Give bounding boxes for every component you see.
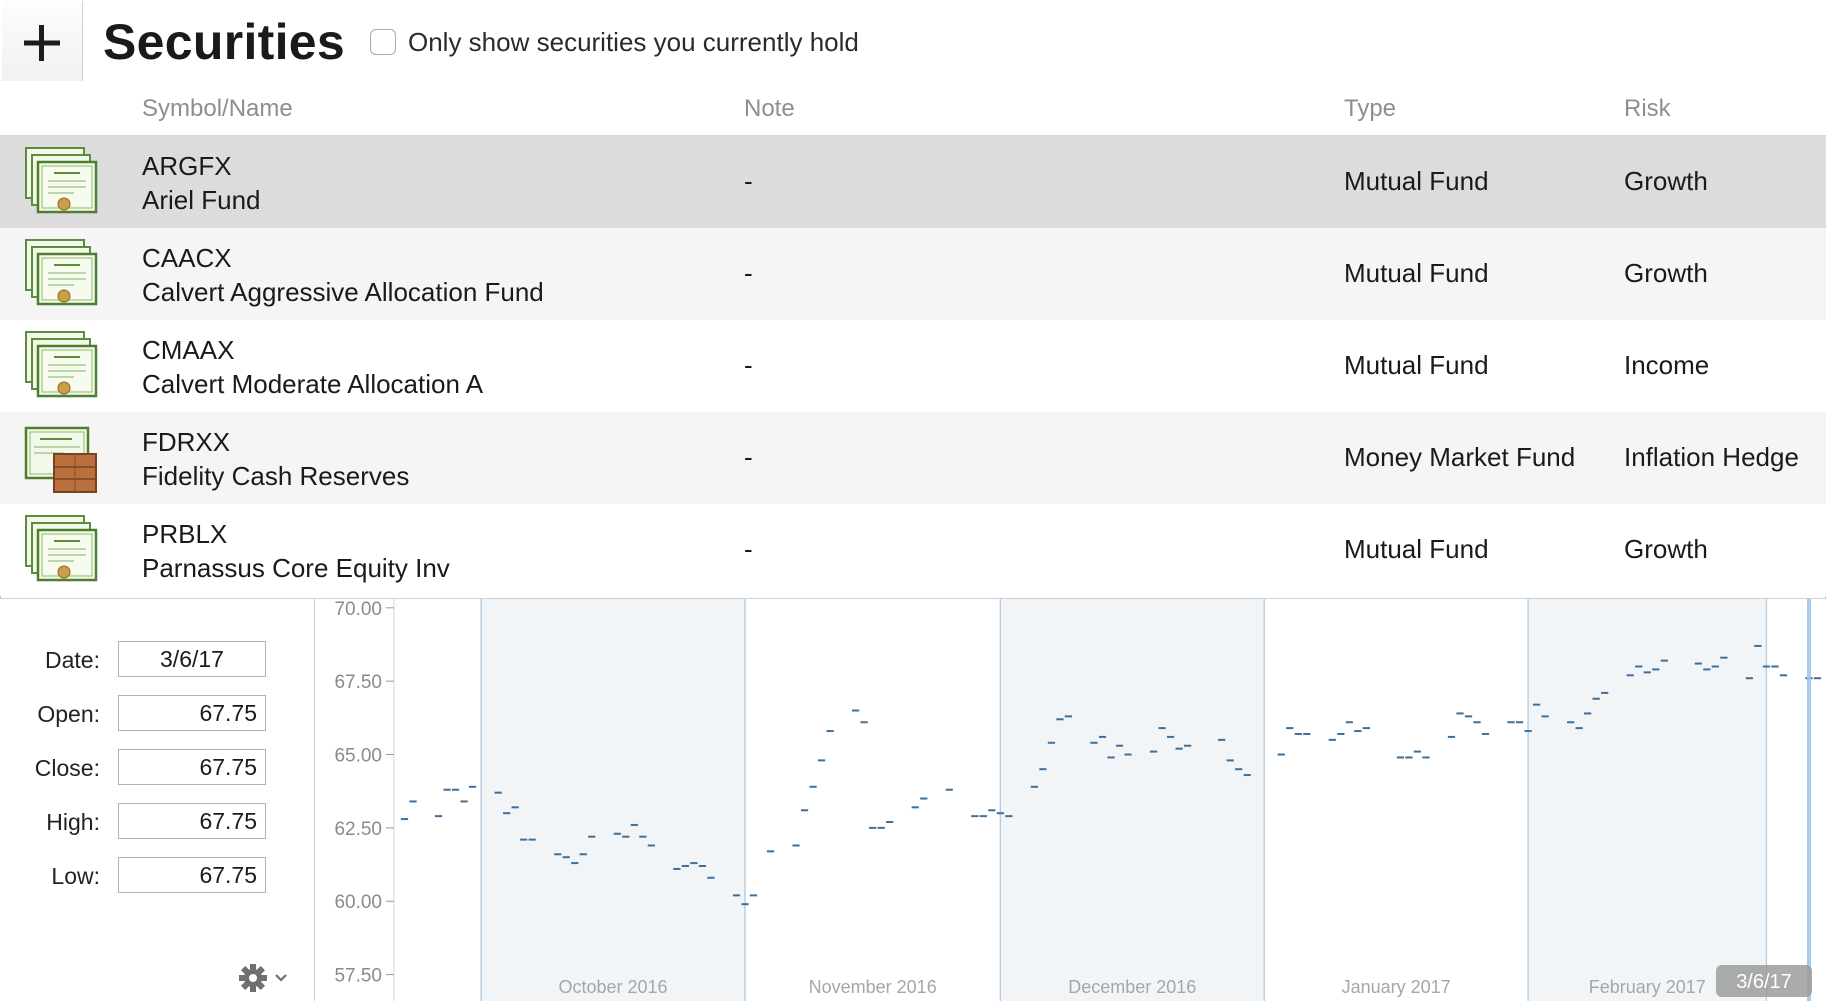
- security-type: Mutual Fund: [1344, 350, 1489, 380]
- table-row[interactable]: FDRXX Fidelity Cash Reserves - Money Mar…: [0, 412, 1826, 504]
- security-type: Mutual Fund: [1344, 166, 1489, 196]
- y-tick-label: 62.50: [334, 819, 382, 840]
- security-note: -: [744, 442, 753, 472]
- gear-menu-button[interactable]: [238, 963, 294, 993]
- high-field[interactable]: 67.75: [118, 803, 266, 839]
- column-header-note[interactable]: Note: [744, 95, 795, 122]
- y-tick-label: 67.50: [334, 672, 382, 693]
- security-name: Calvert Aggressive Allocation Fund: [142, 277, 544, 307]
- security-symbol: CAACX: [142, 243, 232, 273]
- selected-date-badge-bg: [1716, 965, 1812, 997]
- open-label: Open:: [37, 701, 100, 727]
- certificate-icon: [25, 147, 98, 214]
- high-field-row: High: 67.75: [0, 803, 314, 843]
- table-header: Symbol/Name Note Type Risk: [0, 82, 1826, 136]
- table-row[interactable]: CAACX Calvert Aggressive Allocation Fund…: [0, 228, 1826, 320]
- close-field[interactable]: 67.75: [118, 749, 266, 785]
- plus-icon: [24, 25, 60, 61]
- low-field-row: Low: 67.75: [0, 857, 314, 897]
- add-security-button[interactable]: [2, 1, 83, 81]
- security-note: -: [744, 258, 753, 288]
- security-note: -: [744, 166, 753, 196]
- gear-icon: [239, 964, 267, 992]
- price-chart[interactable]: 70.00 67.50 65.00 62.50 60.00 57.50 October 20…: [316, 599, 1826, 1001]
- security-risk: Growth: [1624, 258, 1708, 288]
- money-market-icon: [24, 426, 97, 493]
- security-name: Calvert Moderate Allocation A: [142, 369, 484, 399]
- page-title: Securities: [103, 14, 346, 70]
- holdings-filter[interactable]: Only show securities you currently hold: [370, 26, 859, 58]
- security-name: Fidelity Cash Reserves: [142, 461, 410, 491]
- selected-date-marker: [1806, 599, 1811, 1001]
- date-field-row: Date: 3/6/17: [0, 641, 314, 681]
- security-risk: Income: [1624, 350, 1710, 380]
- certificate-icon: [25, 331, 98, 398]
- y-tick-label: 60.00: [334, 892, 382, 913]
- date-field[interactable]: 3/6/17: [118, 641, 266, 677]
- price-fields: Date: 3/6/17 Open: 67.75 Close: 67.75 Hi…: [0, 599, 315, 1001]
- table-row[interactable]: PRBLX Parnassus Core Equity Inv - Mutual…: [0, 504, 1826, 596]
- holdings-filter-checkbox[interactable]: [370, 29, 396, 55]
- security-risk: Growth: [1624, 166, 1708, 196]
- holdings-filter-label[interactable]: Only show securities you currently hold: [408, 26, 859, 57]
- month-shade: [481, 599, 745, 1001]
- open-field-row: Open: 67.75: [0, 695, 314, 735]
- column-header-risk[interactable]: Risk: [1624, 95, 1671, 122]
- low-label: Low:: [51, 863, 100, 889]
- column-header-type[interactable]: Type: [1344, 95, 1397, 122]
- chevron-down-icon: [275, 974, 287, 982]
- close-label: Close:: [34, 755, 100, 781]
- security-type: Money Market Fund: [1344, 442, 1576, 472]
- close-field-row: Close: 67.75: [0, 749, 314, 789]
- month-label: February 2017: [1589, 977, 1706, 997]
- security-symbol: FDRXX: [142, 427, 231, 457]
- y-tick-label: 65.00: [334, 746, 382, 767]
- security-note: -: [744, 350, 753, 380]
- security-type: Mutual Fund: [1344, 258, 1489, 288]
- security-symbol: PRBLX: [142, 519, 228, 549]
- month-shade: [1000, 599, 1265, 1001]
- month-label: November 2016: [809, 977, 937, 997]
- security-name: Parnassus Core Equity Inv: [142, 553, 450, 583]
- certificate-icon: [25, 239, 98, 306]
- security-symbol: CMAAX: [142, 335, 235, 365]
- price-detail-pane: Date: 3/6/17 Open: 67.75 Close: 67.75 Hi…: [0, 598, 1826, 1001]
- table-row[interactable]: CMAAX Calvert Moderate Allocation A - Mu…: [0, 320, 1826, 412]
- security-risk: Inflation Hedge: [1624, 442, 1799, 472]
- date-label: Date:: [45, 647, 100, 673]
- security-symbol: ARGFX: [142, 151, 232, 181]
- open-field[interactable]: 67.75: [118, 695, 266, 731]
- certificate-icon: [25, 515, 98, 582]
- table-row[interactable]: ARGFX Ariel Fund - Mutual Fund Growth: [0, 136, 1826, 228]
- y-tick-label: 57.50: [334, 966, 382, 987]
- month-label: December 2016: [1068, 977, 1196, 997]
- low-field[interactable]: 67.75: [118, 857, 266, 893]
- column-header-symbol-name[interactable]: Symbol/Name: [142, 95, 293, 122]
- month-label: October 2016: [559, 977, 668, 997]
- security-type: Mutual Fund: [1344, 534, 1489, 564]
- selected-date-badge-label: 3/6/17: [1736, 971, 1792, 993]
- month-shade: [1528, 599, 1767, 1001]
- selected-date-badge: 3/6/17: [1716, 965, 1812, 997]
- security-note: -: [744, 534, 753, 564]
- month-label: January 2017: [1342, 977, 1451, 997]
- security-name: Ariel Fund: [142, 185, 261, 215]
- y-tick-label: 70.00: [334, 599, 382, 620]
- high-label: High:: [46, 809, 100, 835]
- security-risk: Growth: [1624, 534, 1708, 564]
- toolbar-header: Securities Only show securities you curr…: [0, 0, 1826, 83]
